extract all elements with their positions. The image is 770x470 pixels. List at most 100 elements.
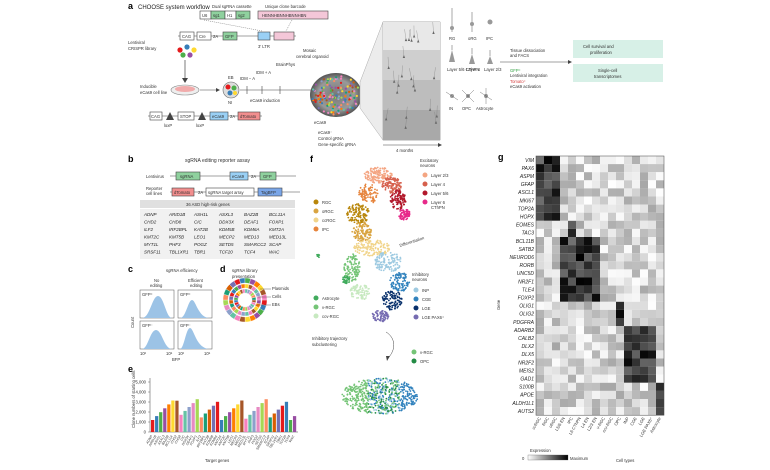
umap-cell: [375, 167, 378, 170]
umap-cell: [394, 199, 397, 202]
umap-cell: [400, 282, 403, 285]
organoid-label-1: Mosaic: [303, 48, 316, 53]
heatmap-cell: [552, 196, 560, 205]
sub-cell: [390, 409, 392, 412]
umap-cell: [382, 298, 385, 300]
umap-cell: [367, 171, 370, 173]
heatmap-gene-label: HOPX: [520, 215, 535, 221]
umap-cell: [375, 176, 378, 179]
asd-gene: MECP2: [219, 235, 235, 240]
heatmap-cell: [568, 334, 576, 343]
e-xtick: KMT5B: [221, 434, 230, 446]
umap-cell: [347, 273, 349, 276]
heatmap-cell: [568, 253, 576, 262]
heatmap-cell: [600, 269, 608, 278]
sub-cell: [389, 404, 392, 407]
heatmap-cell: [608, 309, 616, 318]
umap-cell: [378, 242, 380, 245]
e-bar: [215, 401, 220, 432]
heatmap-gene-label: DLX2: [521, 344, 534, 350]
umap-cell: [354, 208, 356, 211]
umap-cell: [354, 278, 357, 281]
heatmap-gene-label: MEIS2: [519, 368, 534, 374]
neuron-soma: [435, 114, 439, 118]
sub-cell: [408, 392, 411, 395]
umap-cell: [349, 208, 352, 210]
asd-gene: DEAF1: [244, 220, 259, 225]
umap-cell: [396, 267, 399, 269]
umap-cell: [365, 192, 368, 194]
sub-cell: [354, 398, 357, 401]
heatmap-cell: [616, 212, 624, 221]
umap-cell: [350, 263, 353, 266]
heatmap-cell: [544, 358, 552, 367]
asd-gene: TCF20: [219, 250, 233, 255]
heatmap-cell: [592, 326, 600, 335]
umap-cell: [384, 253, 387, 256]
umap-cell: [358, 249, 361, 252]
umap-cell: [367, 193, 370, 196]
sub-cell: [406, 395, 409, 398]
umap-cell: [355, 265, 357, 268]
celltype-3: Layer 5/6 CThPN: [447, 67, 479, 72]
asd-gene: ILF2: [144, 227, 154, 232]
ring-0: Plasmids: [272, 286, 289, 291]
heatmap-cell: [576, 172, 584, 181]
umap-cell: [389, 279, 392, 282]
sub-cell: [400, 398, 403, 400]
legend-min: 0: [522, 456, 525, 461]
umap-cell: [356, 233, 359, 236]
b-bot-1: 2A: [198, 190, 203, 195]
sub-cell: [389, 382, 392, 385]
umap-cell: [398, 301, 401, 304]
heatmap-cell: [592, 172, 600, 181]
umap-cell: [344, 269, 346, 272]
umap-cell: [379, 316, 382, 319]
sub-cell: [413, 391, 416, 394]
heatmap-cell: [656, 399, 664, 408]
asd-gene: MED13L: [269, 235, 287, 240]
heatmap-cell: [552, 318, 560, 327]
sub-cell: [362, 400, 365, 403]
e-xtick: CHD2: [170, 434, 178, 444]
heatmap-cell: [584, 309, 592, 318]
umap-cell: [354, 232, 357, 235]
sub-cell: [382, 412, 385, 415]
umap-cell: [357, 292, 360, 294]
neuron-soma: [413, 88, 417, 92]
umap-cell: [381, 319, 384, 322]
umap-cell: [403, 211, 406, 214]
sub-legend: v-RGC OPC: [411, 349, 433, 364]
umap-cell: [382, 302, 385, 305]
heatmap-cell: [608, 358, 616, 367]
umap-cell: [383, 295, 386, 297]
umap-cell: [382, 261, 385, 263]
umap-cell: [396, 263, 399, 266]
sub-cell: [368, 398, 370, 401]
organoid-cell: [330, 111, 333, 114]
umap-cell: [391, 191, 394, 194]
cas9-construct: CAG STOP eCas9 2A dTomato loxP loxP: [148, 111, 262, 128]
inhib-title-1: Inhibitory: [412, 272, 430, 277]
b-bot-0: dTomato: [174, 190, 191, 195]
sub-cell: [359, 406, 362, 409]
heatmap-cell: [640, 318, 648, 327]
heatmap-cell: [616, 180, 624, 189]
umap-cell: [357, 262, 360, 264]
organoid-cell: [332, 111, 335, 114]
umap-cell: [356, 230, 359, 233]
heatmap-cell: [552, 164, 560, 173]
heatmap-gene-label: GAD1: [520, 377, 534, 383]
sub-cell: [370, 411, 373, 414]
heatmap-cell: [600, 228, 608, 237]
organoid-cell: [332, 105, 335, 108]
umap-cell: [365, 252, 368, 255]
panel-a-title: CHOOSE system workflow: [138, 5, 210, 11]
cell-type-icons: RG oRG IPC Layer 5/6 CThPN Layer 4 Layer…: [445, 8, 502, 111]
sub-cell: [353, 383, 356, 386]
sub-cell: [388, 393, 391, 396]
heatmap-celltype-label: RGC: [541, 416, 550, 427]
sub-cell: [365, 409, 367, 411]
umap-cell: [393, 205, 396, 208]
sub-cell: [355, 401, 358, 404]
